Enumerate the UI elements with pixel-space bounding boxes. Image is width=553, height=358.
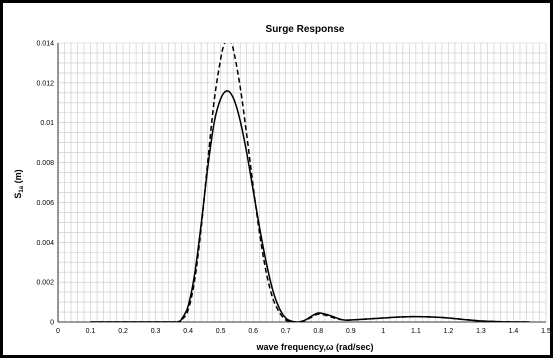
x-tick-label: 1.5 [541, 328, 551, 335]
grid-lines [57, 42, 547, 323]
x-tick-label: 1 [381, 328, 385, 335]
x-tick-label: 0.7 [281, 328, 291, 335]
y-tick-label: 0 [50, 320, 54, 327]
y-tick-label: 0.014 [36, 41, 54, 48]
x-tick-label: 1.3 [476, 328, 486, 335]
x-tick-label: 0.2 [118, 328, 128, 335]
y-axis-label-subscript: 1a [19, 185, 25, 192]
x-tick-label: 1.4 [509, 328, 519, 335]
x-axis-label: wave frequency,ω (rad/sec) [256, 342, 374, 352]
y-tick-label: 0.01 [40, 120, 54, 127]
x-tick-label: 0.9 [346, 328, 356, 335]
series-lines [90, 43, 530, 322]
x-tick-label: 0.4 [183, 328, 193, 335]
x-tick-label: 1.2 [444, 328, 454, 335]
x-tick-label: 0 [56, 328, 60, 335]
x-tick-label: 0.5 [216, 328, 226, 335]
series-line-solid [90, 90, 530, 322]
x-tick-label: 1.1 [411, 328, 421, 335]
x-tick-labels: 0 0.1 0.2 0.3 0.4 0.5 0.6 0.7 0.8 0.9 1 1.1 1.2 1.3 1.… [56, 328, 551, 335]
series-line-dashed [90, 43, 530, 322]
x-tick-label: 0.1 [86, 328, 96, 335]
x-tick-label: 0.8 [313, 328, 323, 335]
y-tick-labels: 0 0.002 0.004 0.006 0.008 0.01 0.012 0.014 [36, 41, 54, 327]
y-tick-label: 0.008 [36, 160, 54, 167]
x-tick-label: 0.6 [248, 328, 258, 335]
y-axis-label: S1a (m) [13, 169, 25, 198]
y-tick-label: 0.002 [36, 280, 54, 287]
x-tick-label: 0.3 [151, 328, 161, 335]
y-tick-label: 0.004 [36, 240, 54, 247]
chart-title: Surge Response [266, 24, 345, 35]
y-axis-label-main: S [13, 193, 23, 199]
y-tick-label: 0.012 [36, 80, 54, 87]
y-axis-label-unit: (m) [13, 169, 23, 183]
y-tick-label: 0.006 [36, 200, 54, 207]
